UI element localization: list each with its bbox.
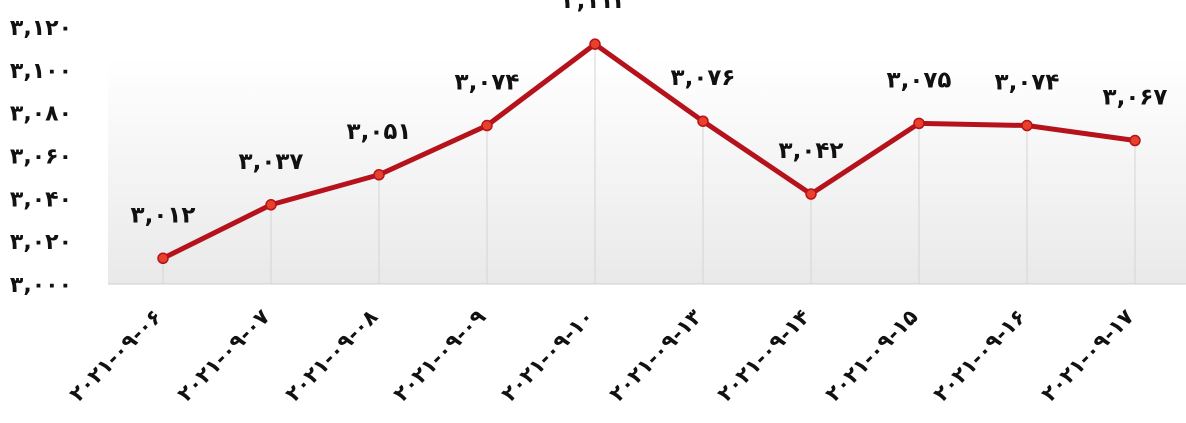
data-point <box>1129 134 1141 147</box>
data-point <box>805 188 817 200</box>
y-tick-label: ۳,۰۲۰ <box>10 230 72 255</box>
plot-background <box>108 58 1186 284</box>
data-point <box>1021 119 1033 132</box>
data-point <box>913 117 925 130</box>
data-point <box>481 119 493 132</box>
y-tick-label: ۳,۱۲۰ <box>10 16 72 41</box>
data-point <box>265 199 277 211</box>
data-label: ۳,۱۱۲ <box>563 0 628 14</box>
x-tick-label: ۲۰۲۱-۰۹-۰۷ <box>173 304 275 406</box>
data-label: ۳,۰۴۲ <box>779 138 844 164</box>
y-axis-ticks: ۳,۰۰۰ ۳,۰۲۰ ۳,۰۴۰ ۳,۰۶۰ ۳,۰۸۰ ۳,۱۰۰ ۳,۱۲۰ <box>10 16 72 298</box>
data-label: ۳,۰۶۷ <box>1103 85 1168 111</box>
data-point <box>697 115 709 127</box>
x-tick-label: ۲۰۲۱-۰۹-۱۴ <box>713 304 815 406</box>
data-label: ۳,۰۷۴ <box>455 70 520 96</box>
y-tick-label: ۳,۰۰۰ <box>10 273 72 298</box>
series-line <box>160 41 1138 261</box>
data-points <box>157 38 1141 265</box>
y-tick-label: ۳,۰۴۰ <box>10 187 72 212</box>
data-labels: ۳,۰۱۲ ۳,۰۳۷ ۳,۰۵۱ ۳,۰۷۴ ۳,۱۱۲ ۳,۰۷۶ ۳,۰۴۲ ۳,۰۷۵… <box>131 0 1168 228</box>
x-tick-label: ۲۰۲۱-۰۹-۱۷ <box>1037 304 1139 406</box>
data-label: ۳,۰۷۶ <box>671 65 736 91</box>
data-label: ۳,۰۷۵ <box>887 67 952 93</box>
x-tick-label: ۲۰۲۱-۰۹-۱۵ <box>821 304 923 406</box>
data-label: ۳,۰۳۷ <box>239 149 304 175</box>
y-tick-label: ۳,۰۸۰ <box>10 102 72 127</box>
x-tick-label: ۲۰۲۱-۰۹-۱۶ <box>929 305 1031 407</box>
series-line-path <box>160 41 1138 261</box>
x-tick-label: ۲۰۲۱-۰۹-۱۰ <box>497 305 599 407</box>
y-tick-label: ۳,۰۶۰ <box>10 145 72 170</box>
data-label: ۳,۰۷۴ <box>995 70 1060 96</box>
y-tick-label: ۳,۱۰۰ <box>10 59 72 84</box>
gridlines <box>162 44 1136 284</box>
x-tick-label: ۲۰۲۱-۰۹-۰۸ <box>281 304 383 406</box>
x-axis-ticks: ۲۰۲۱-۰۹-۰۶ ۲۰۲۱-۰۹-۰۷ ۲۰۲۱-۰۹-۰۸ ۲۰۲۱-۰۹-۰۹… <box>65 304 1139 406</box>
x-tick-label: ۲۰۲۱-۰۹-۱۳ <box>605 304 707 406</box>
data-point <box>373 169 385 181</box>
data-label: ۳,۰۵۱ <box>347 119 412 145</box>
data-point <box>157 252 169 265</box>
data-label: ۳,۰۱۲ <box>131 202 196 228</box>
x-tick-label: ۲۰۲۱-۰۹-۰۶ <box>65 305 167 407</box>
data-point <box>589 38 601 50</box>
x-tick-label: ۲۰۲۱-۰۹-۰۹ <box>389 304 491 406</box>
